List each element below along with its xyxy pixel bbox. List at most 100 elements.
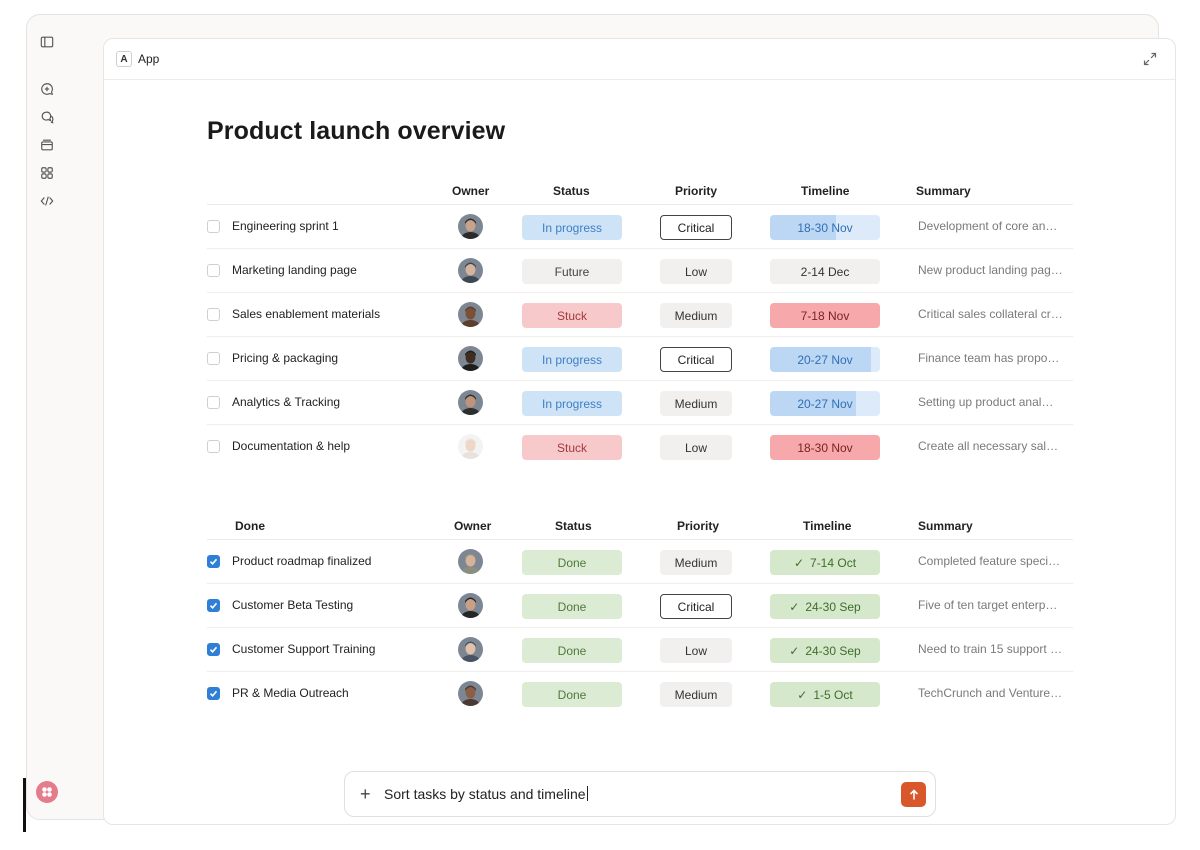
check-icon: ✓ <box>793 555 805 570</box>
timeline-badge[interactable]: 2-14 Dec <box>770 259 880 284</box>
summary-text: Finance team has propo… <box>918 351 1060 365</box>
priority-badge[interactable]: Low <box>660 435 732 460</box>
priority-badge[interactable]: Low <box>660 638 732 663</box>
user-avatar[interactable] <box>36 781 58 803</box>
owner-avatar[interactable] <box>458 681 483 706</box>
row-checkbox[interactable] <box>207 555 220 568</box>
active-tasks-table: Owner Status Priority Timeline Summary E… <box>207 177 1073 469</box>
priority-badge[interactable]: Critical <box>660 594 732 619</box>
table-row[interactable]: Customer Beta Testing Done Critical ✓ 24-30 … <box>207 584 1073 628</box>
row-checkbox[interactable] <box>207 440 220 453</box>
task-name[interactable]: Customer Beta Testing <box>232 598 354 612</box>
table-row[interactable]: Pricing & packaging In progress Critical 20… <box>207 337 1073 381</box>
code-icon[interactable] <box>39 193 55 209</box>
status-badge[interactable]: Done <box>522 594 622 619</box>
timeline-badge[interactable]: 18-30 Nov <box>770 215 880 240</box>
timeline-badge[interactable]: 18-30 Nov <box>770 435 880 460</box>
table-row[interactable]: Customer Support Training Done Low ✓ 24-30 S… <box>207 628 1073 672</box>
priority-badge[interactable]: Medium <box>660 303 732 328</box>
priority-badge[interactable]: Medium <box>660 682 732 707</box>
owner-avatar[interactable] <box>458 593 483 618</box>
arrow-up-icon <box>909 788 918 799</box>
row-checkbox[interactable] <box>207 687 220 700</box>
owner-avatar[interactable] <box>458 258 483 283</box>
table-row[interactable]: Analytics & Tracking In progress Medium 20-… <box>207 381 1073 425</box>
text-caret <box>586 786 588 801</box>
table-row[interactable]: Documentation & help Stuck Low 18-30 Nov Cre… <box>207 425 1073 469</box>
owner-avatar[interactable] <box>458 346 483 371</box>
status-badge[interactable]: In progress <box>522 215 622 240</box>
page-title: Product launch overview <box>207 117 506 145</box>
table-row[interactable]: Marketing landing page Future Low 2-14 Dec N… <box>207 249 1073 293</box>
task-name[interactable]: PR & Media Outreach <box>232 686 349 700</box>
row-checkbox[interactable] <box>207 352 220 365</box>
timeline-badge[interactable]: ✓ 7-14 Oct <box>770 550 880 575</box>
task-name[interactable]: Customer Support Training <box>232 642 376 656</box>
task-name[interactable]: Pricing & packaging <box>232 351 339 365</box>
send-button[interactable] <box>901 782 926 807</box>
archive-icon[interactable] <box>39 137 55 153</box>
table-row[interactable]: Sales enablement materials Stuck Medium 7-1… <box>207 293 1073 337</box>
status-badge[interactable]: Done <box>522 682 622 707</box>
add-icon[interactable]: + <box>360 783 371 804</box>
task-name[interactable]: Product roadmap finalized <box>232 554 372 568</box>
prompt-composer[interactable]: + Sort tasks by status and timeline <box>344 771 936 817</box>
table-row[interactable]: PR & Media Outreach Done Medium ✓ 1-5 Oct Tec… <box>207 672 1073 716</box>
owner-avatar[interactable] <box>458 302 483 327</box>
status-badge[interactable]: Future <box>522 259 622 284</box>
header-summary: Summary <box>918 519 973 533</box>
priority-badge[interactable]: Medium <box>660 550 732 575</box>
summary-text: Five of ten target enterp… <box>918 598 1058 612</box>
timeline-text: 7-18 Nov <box>800 308 850 323</box>
task-name[interactable]: Marketing landing page <box>232 263 357 277</box>
status-badge[interactable]: Stuck <box>522 435 622 460</box>
timeline-text: 24-30 Sep <box>805 643 861 658</box>
timeline-badge[interactable]: ✓ 24-30 Sep <box>770 594 880 619</box>
done-tasks-table: Done Owner Status Priority Timeline Summ… <box>207 512 1073 716</box>
row-checkbox[interactable] <box>207 599 220 612</box>
summary-text: Create all necessary sale… <box>918 439 1063 453</box>
timeline-badge[interactable]: ✓ 1-5 Oct <box>770 682 880 707</box>
task-name[interactable]: Sales enablement materials <box>232 307 381 321</box>
prompt-input[interactable]: Sort tasks by status and timeline <box>384 786 588 802</box>
table-row[interactable]: Engineering sprint 1 In progress Critical 1… <box>207 205 1073 249</box>
row-checkbox[interactable] <box>207 643 220 656</box>
priority-badge[interactable]: Medium <box>660 391 732 416</box>
expand-icon[interactable] <box>1143 52 1157 66</box>
task-name[interactable]: Engineering sprint 1 <box>232 219 339 233</box>
timeline-badge[interactable]: 20-27 Nov <box>770 347 880 372</box>
check-icon: ✓ <box>797 687 808 702</box>
row-checkbox[interactable] <box>207 220 220 233</box>
owner-avatar[interactable] <box>458 434 483 459</box>
apps-icon[interactable] <box>39 165 55 181</box>
timeline-text: 20-27 Nov <box>797 396 853 411</box>
conversations-icon[interactable] <box>39 109 55 125</box>
timeline-badge[interactable]: 7-18 Nov <box>770 303 880 328</box>
priority-badge[interactable]: Critical <box>660 215 732 240</box>
timeline-badge[interactable]: 20-27 Nov <box>770 391 880 416</box>
owner-avatar[interactable] <box>458 549 483 574</box>
task-name[interactable]: Analytics & Tracking <box>232 395 341 409</box>
status-badge[interactable]: Stuck <box>522 303 622 328</box>
owner-avatar[interactable] <box>458 637 483 662</box>
status-badge[interactable]: In progress <box>522 391 622 416</box>
table-row[interactable]: Product roadmap finalized Done Medium ✓ 7-14… <box>207 540 1073 584</box>
status-badge[interactable]: Done <box>522 550 622 575</box>
status-badge[interactable]: In progress <box>522 347 622 372</box>
timeline-badge[interactable]: ✓ 24-30 Sep <box>770 638 880 663</box>
task-name[interactable]: Documentation & help <box>232 439 351 453</box>
status-badge[interactable]: Done <box>522 638 622 663</box>
owner-avatar[interactable] <box>458 214 483 239</box>
owner-avatar[interactable] <box>458 390 483 415</box>
row-checkbox[interactable] <box>207 396 220 409</box>
chat-icon[interactable] <box>39 81 55 97</box>
priority-badge[interactable]: Critical <box>660 347 732 372</box>
sidebar-toggle-icon[interactable] <box>39 34 55 50</box>
priority-badge[interactable]: Low <box>660 259 732 284</box>
timeline-text: 2-14 Dec <box>800 264 850 279</box>
row-checkbox[interactable] <box>207 264 220 277</box>
summary-text: Critical sales collateral cr… <box>918 307 1063 321</box>
table-body: Engineering sprint 1 In progress Critical 1… <box>207 205 1073 469</box>
row-checkbox[interactable] <box>207 308 220 321</box>
header-summary: Summary <box>916 184 971 198</box>
